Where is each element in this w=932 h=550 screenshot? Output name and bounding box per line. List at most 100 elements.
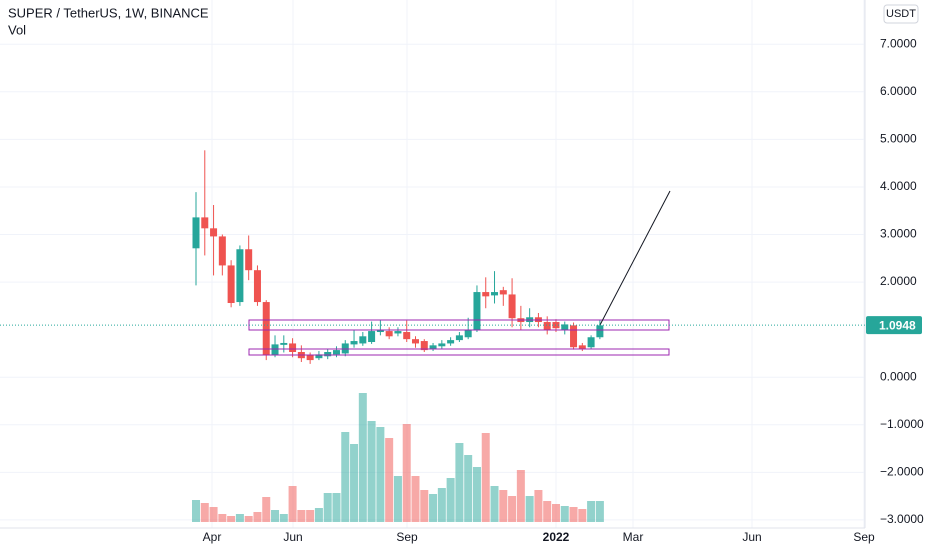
candle-body: [482, 292, 490, 297]
candle-body: [499, 290, 507, 295]
y-tick-label: 2.0000: [880, 274, 917, 288]
volume-bar: [192, 500, 200, 522]
candle-body: [394, 331, 402, 334]
volume-bar: [227, 516, 236, 522]
candle-body: [218, 236, 226, 266]
y-tick-label: 4.0000: [880, 179, 917, 193]
y-tick-label: −1.0000: [880, 417, 924, 431]
volume-bar: [420, 490, 429, 522]
volume-bar: [569, 507, 578, 522]
volume-bar: [200, 503, 209, 522]
candle-body: [473, 292, 481, 331]
candle-body: [438, 343, 446, 347]
candle-body: [587, 337, 595, 348]
axes: 7.0000 6.0000 5.0000 4.0000 3.0000 2.0000 0.00…: [0, 36, 924, 544]
volume-bar: [437, 488, 446, 522]
y-tick-label: −3.0000: [880, 512, 924, 526]
volume-bar: [297, 510, 306, 522]
y-tick-label: 5.0000: [880, 132, 917, 146]
candle-body: [350, 341, 358, 345]
y-tick-label: 3.0000: [880, 227, 917, 241]
volume-bar: [446, 478, 455, 522]
trend-line: [599, 190, 671, 326]
volume-bar: [551, 504, 560, 522]
candle-body: [368, 331, 376, 343]
candle-body: [403, 332, 411, 340]
candle-body: [570, 325, 578, 348]
volume-bar: [332, 493, 341, 522]
x-tick-label: Jun: [742, 530, 761, 544]
candle-body: [315, 354, 323, 359]
volume-bar: [508, 496, 517, 522]
currency-button[interactable]: [883, 4, 919, 24]
candle-body: [210, 228, 218, 237]
candle-body: [245, 249, 253, 271]
candle-body: [306, 355, 314, 361]
volume-label: Vol: [8, 22, 26, 37]
x-tick-label: Sep: [853, 530, 875, 544]
volume-bar: [314, 508, 323, 522]
y-tick-label: −2.0000: [880, 465, 924, 479]
candle-body: [332, 350, 340, 355]
volume-bar: [534, 490, 543, 522]
volume-bar: [306, 510, 315, 522]
candle-body: [201, 217, 209, 229]
candle-body: [385, 331, 393, 337]
candle-body: [491, 292, 499, 296]
volume-bar: [402, 424, 411, 522]
drawn-rectangle: [248, 348, 670, 356]
candle-body: [271, 344, 279, 356]
candle-body: [280, 342, 288, 345]
volume-pane: [192, 393, 604, 522]
x-tick-label: Apr: [203, 530, 222, 544]
y-tick-label: 6.0000: [880, 84, 917, 98]
x-tick-label: 2022: [543, 530, 570, 544]
volume-bar: [385, 438, 394, 522]
volume-bar: [244, 516, 253, 522]
volume-bar: [376, 427, 385, 522]
candle-body: [376, 330, 384, 333]
volume-bar: [595, 501, 604, 522]
volume-bar: [323, 493, 332, 522]
candle-body: [262, 302, 270, 356]
volume-bar: [350, 444, 359, 522]
volume-bar: [358, 393, 367, 522]
candles: [192, 150, 604, 364]
volume-bar: [472, 467, 481, 522]
candle-body: [508, 294, 516, 319]
y-tick-label: 0.0000: [880, 369, 917, 383]
volume-bar: [490, 486, 499, 522]
volume-bar: [587, 501, 596, 522]
last-price-label: 1.0948: [879, 318, 916, 332]
chart-title: SUPER / TetherUS, 1W, BINANCE: [8, 5, 209, 20]
candle-body: [341, 343, 349, 354]
volume-bar: [516, 470, 525, 522]
volume-bar: [253, 512, 262, 522]
candle-body: [596, 325, 604, 338]
volume-bar: [209, 507, 218, 522]
last-price-tag: [866, 316, 922, 335]
volume-bar: [218, 514, 227, 522]
candle-body: [359, 336, 367, 344]
volume-bar: [262, 497, 271, 522]
volume-bar: [560, 506, 569, 522]
candle-body: [578, 345, 586, 350]
volume-bar: [235, 514, 244, 522]
volume-bar: [481, 433, 490, 522]
volume-bar: [393, 476, 402, 522]
currency-label[interactable]: USDT: [886, 8, 916, 20]
volume-bar: [429, 494, 438, 522]
candle-body: [236, 249, 244, 303]
candle-body: [324, 352, 332, 357]
candle-body: [543, 322, 551, 331]
candle-body: [289, 343, 297, 352]
candle-body: [227, 265, 235, 304]
x-tick-label: Jun: [283, 530, 302, 544]
candle-body: [420, 341, 428, 351]
volume-bar: [543, 501, 552, 522]
volume-bar: [464, 455, 473, 522]
y-tick-label: 7.0000: [880, 36, 917, 50]
volume-bar: [367, 421, 376, 522]
